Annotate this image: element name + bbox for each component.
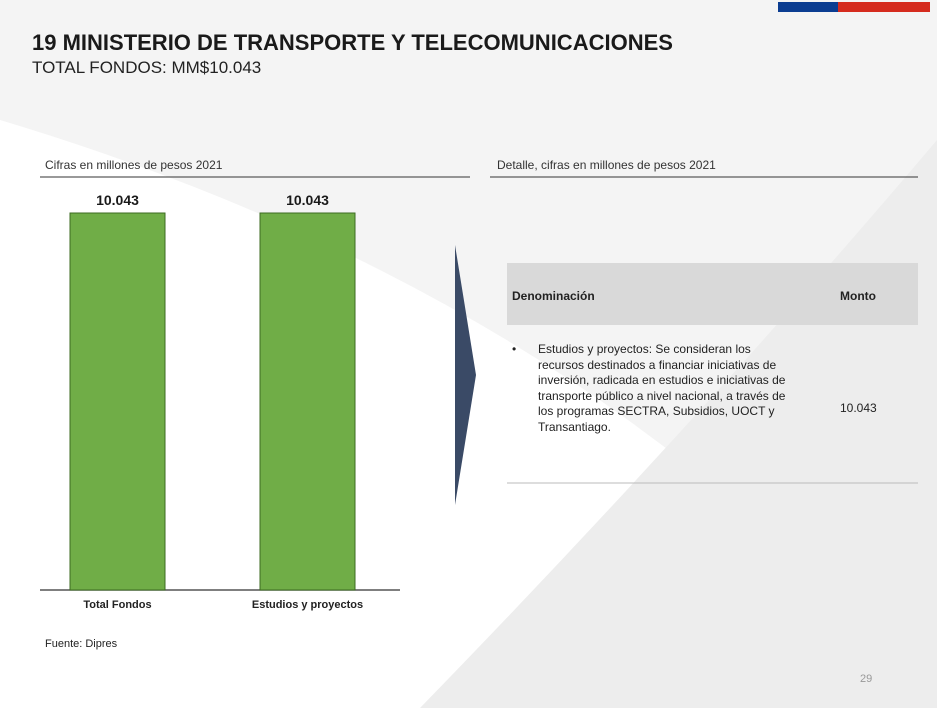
flag-blue [778,2,838,12]
table-header: Denominación Monto [507,263,918,325]
source: Fuente: Dipres [45,638,118,650]
page-number: 29 [860,673,873,685]
table-cell: Estudios y proyectos: Se consideran los … [512,342,800,435]
subtitle: TOTAL FONDOS: MM$10.043 [32,58,262,77]
table-cell: 10.043 [840,401,877,415]
detail-caption: Detalle, cifras en millones de pesos 202… [497,158,716,172]
bar [69,212,166,591]
title: 19 MINISTERIO DE TRANSPORTE Y TELECOMUNI… [32,30,673,55]
column-header: Monto [840,289,876,303]
x-tick-label: Estudios y proyectos [252,599,363,611]
x-tick-label: Total Fondos [83,599,151,611]
chart-caption: Cifras en millones de pesos 2021 [45,158,223,172]
bar [259,212,356,591]
flag-red [838,2,930,12]
background-swoosh [420,140,937,708]
column-header: Denominación [512,289,595,303]
value-label: 10.043 [286,192,329,208]
value-label: 10.043 [96,192,139,208]
arrow [455,245,476,505]
